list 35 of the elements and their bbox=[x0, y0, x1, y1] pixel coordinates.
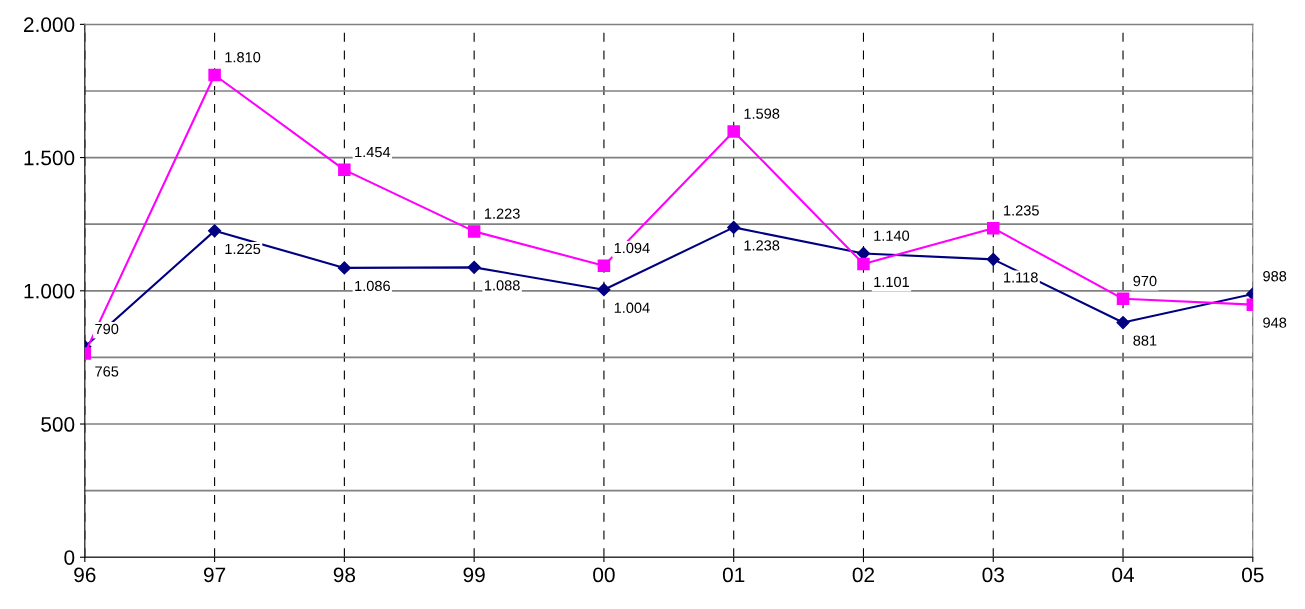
data-label: 1.094 bbox=[614, 242, 650, 254]
y-tick-label: 0 bbox=[64, 550, 75, 565]
data-label: 790 bbox=[95, 323, 119, 335]
data-label: 1.118 bbox=[1004, 272, 1038, 283]
x-tick-label: 00 bbox=[593, 567, 615, 583]
data-label: 1.140 bbox=[874, 230, 910, 241]
x-tick-label: 98 bbox=[333, 567, 356, 583]
data-label: 1.101 bbox=[874, 276, 909, 288]
data-label: 881 bbox=[1133, 335, 1157, 346]
x-tick-label: 96 bbox=[74, 567, 96, 583]
data-label: 1.238 bbox=[744, 240, 780, 251]
y-tick-label: 1.000 bbox=[24, 283, 75, 299]
x-tick-label: 02 bbox=[852, 567, 875, 583]
data-label: 765 bbox=[95, 366, 119, 377]
data-label: 948 bbox=[1263, 317, 1287, 328]
data-label: 970 bbox=[1133, 275, 1157, 287]
data-label: 988 bbox=[1263, 271, 1287, 282]
x-tick-label: 05 bbox=[1242, 567, 1264, 583]
data-label: 1.235 bbox=[1004, 205, 1039, 216]
data-label: 1.088 bbox=[484, 280, 520, 291]
data-label: 1.086 bbox=[355, 280, 390, 292]
data-label: 1.810 bbox=[225, 52, 261, 63]
y-tick-label: 2.000 bbox=[24, 17, 75, 33]
data-label: 1.225 bbox=[225, 243, 261, 255]
data-label: 1.223 bbox=[484, 208, 520, 219]
data-label: 1.598 bbox=[744, 108, 780, 119]
y-tick-label: 500 bbox=[41, 417, 75, 432]
data-label: 1.004 bbox=[614, 302, 650, 313]
data-label: 1.454 bbox=[355, 147, 391, 158]
x-tick-label: 97 bbox=[203, 567, 226, 583]
x-tick-label: 04 bbox=[1112, 567, 1134, 583]
x-tick-label: 01 bbox=[722, 567, 745, 583]
x-tick-label: 03 bbox=[982, 567, 1004, 583]
x-tick-label: 99 bbox=[463, 567, 485, 583]
y-tick-label: 1.500 bbox=[24, 150, 75, 166]
